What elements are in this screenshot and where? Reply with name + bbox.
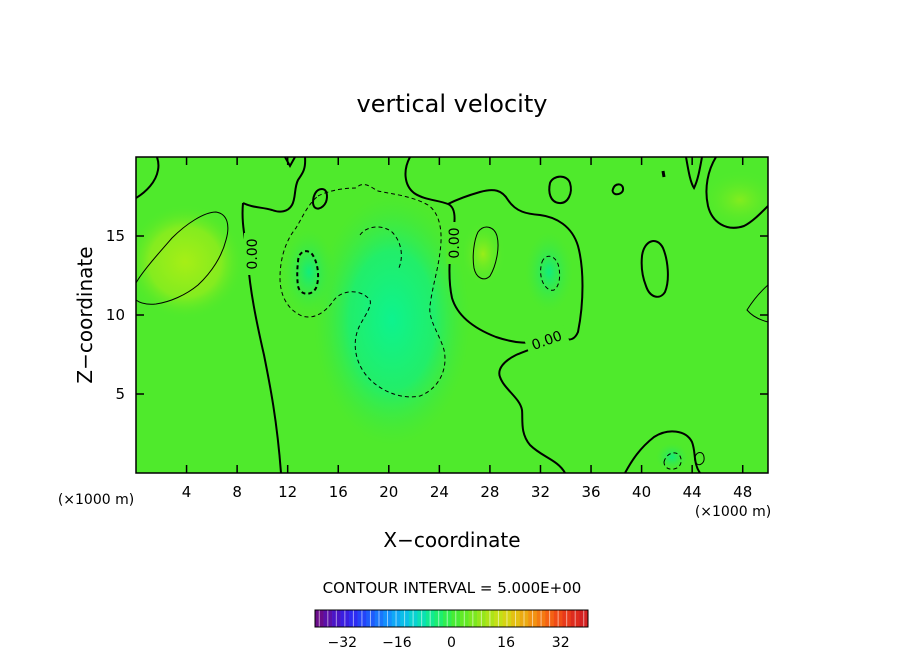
pos5-contour-mid: [472, 226, 499, 280]
x-tick-label: 12: [278, 483, 297, 501]
pos5-contour-left: [136, 211, 229, 305]
contour-label: 0.00: [245, 238, 261, 269]
contour-label: 0.00: [447, 227, 463, 258]
plot-area: [136, 157, 768, 473]
x-tick-label: 24: [430, 483, 449, 501]
colorbar-cells: [315, 610, 589, 627]
x-axis-ticks: 4 8 12 16 20 24 28 32 36 40 44 48: [182, 157, 752, 501]
zero-contour-tiny-mark: [661, 170, 666, 178]
colorbar-tick-label: −16: [382, 635, 412, 651]
negative-region-right: [525, 232, 573, 312]
x-tick-label: 8: [232, 483, 242, 501]
contour-interval-text: CONTOUR INTERVAL = 5.000E+00: [323, 579, 582, 597]
zero-contour-top-right-dip: [685, 157, 703, 190]
positive-region-left: [136, 204, 245, 320]
colorbar-frame: [314, 609, 589, 628]
colorbar-ticks: −32 −16 0 16 32: [328, 635, 570, 651]
zero-contour-right-band: [705, 157, 768, 229]
colorbar-tick-label: 16: [497, 635, 515, 651]
neg5-contour-right: [540, 255, 561, 291]
x-tick-label: 16: [329, 483, 348, 501]
negative-region-small: [283, 230, 335, 314]
neg10-contour-small: [296, 250, 320, 295]
x-tick-label: 48: [733, 483, 752, 501]
negative-region-center: [314, 195, 470, 445]
x-tick-label: 4: [182, 483, 192, 501]
x-tick-label: 36: [581, 483, 600, 501]
y-tick-label: 5: [115, 385, 125, 403]
x-tick-label: 32: [531, 483, 550, 501]
neg5-contour-bottomright: [663, 452, 682, 470]
y-tick-label: 10: [106, 306, 125, 324]
zero-contour-loop-tiny: [611, 183, 625, 196]
colorbar-tick-label: 32: [552, 635, 570, 651]
zero-contour-right: [447, 189, 584, 341]
x-unit-left: (×1000 m): [58, 492, 134, 508]
negative-region-bottomright: [656, 443, 688, 471]
pos5-contour-edge: [746, 284, 768, 323]
zero-contour-topleft-notch: [284, 157, 296, 169]
colorbar-tick-label: 0: [447, 635, 456, 651]
y-tick-label: 15: [106, 227, 125, 245]
zero-contour-loop-left: [311, 187, 328, 210]
x-unit-right: (×1000 m): [695, 504, 771, 520]
positive-region-mid: [461, 222, 505, 286]
neg5-contour-inner: [359, 226, 402, 271]
y-axis-ticks: 5 10 15: [106, 227, 768, 403]
zero-contour-topleft: [136, 157, 160, 199]
x-axis-label: X−coordinate: [383, 528, 520, 552]
y-axis-label: Z−coordinate: [73, 246, 97, 383]
x-tick-label: 44: [683, 483, 702, 501]
x-tick-label: 28: [480, 483, 499, 501]
pos5-contour-tiny: [694, 452, 705, 466]
zero-contour-loop-small: [548, 175, 572, 205]
chart-title: vertical velocity: [357, 90, 548, 118]
x-tick-label: 40: [632, 483, 651, 501]
positive-region-topright: [700, 170, 768, 230]
colorbar-tick-label: −32: [328, 635, 358, 651]
negative-contours: [279, 184, 682, 470]
positive-contours: [136, 211, 768, 466]
colorbar: −32 −16 0 16 32: [314, 609, 589, 651]
contour-labels: 0.00 0.00 0.00: [244, 222, 570, 357]
x-tick-label: 20: [379, 483, 398, 501]
neg5-contour-center: [279, 184, 446, 398]
zero-contour-loop-right: [640, 240, 669, 298]
